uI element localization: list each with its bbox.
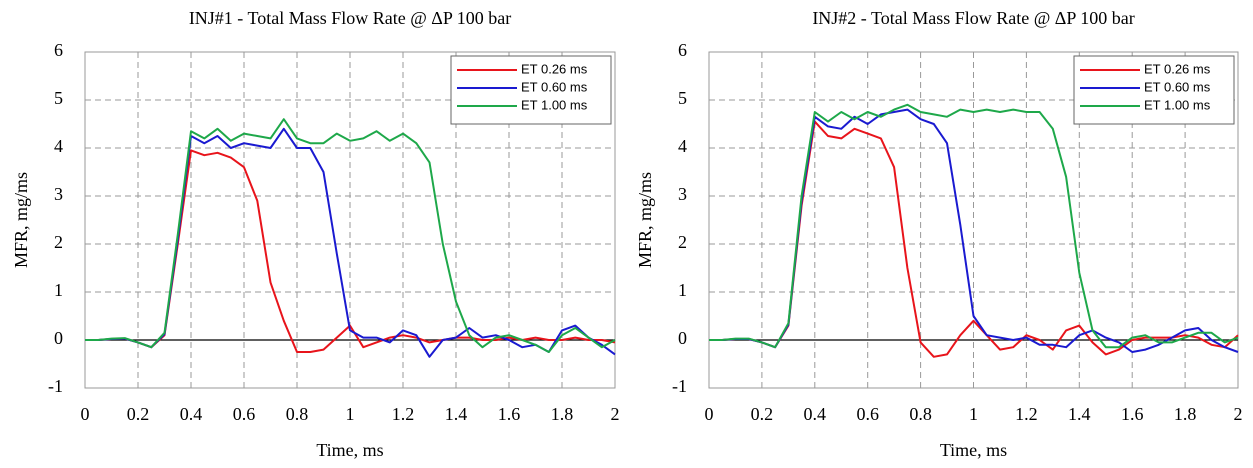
x-tick-label: 1.4 [445, 404, 468, 424]
x-tick-label: 0.2 [751, 404, 774, 424]
legend-box [1073, 55, 1235, 125]
chart: INJ#2 - Total Mass Flow Rate @ ΔP 100 ba… [635, 8, 1242, 460]
x-axis-label: Time, ms [940, 440, 1007, 460]
x-tick-label: 0.4 [804, 404, 827, 424]
legend-box [450, 55, 612, 125]
x-tick-label: 0.6 [856, 404, 879, 424]
legend-label: ET 0.60 ms [1144, 79, 1211, 94]
y-tick-label: 6 [54, 40, 63, 60]
y-tick-label: 0 [678, 328, 687, 348]
legend-label: ET 0.60 ms [521, 79, 588, 94]
x-tick-label: 0.6 [233, 404, 256, 424]
x-tick-label: 1 [346, 404, 355, 424]
x-tick-label: 1.8 [1174, 404, 1197, 424]
x-tick-label: 2 [611, 404, 620, 424]
y-tick-label: 3 [54, 184, 63, 204]
y-axis-label: MFR, mg/ms [11, 172, 31, 268]
y-tick-label: 0 [54, 328, 63, 348]
y-tick-label: 3 [678, 184, 687, 204]
legend-label: ET 0.26 ms [1144, 61, 1211, 76]
legend-label: ET 0.26 ms [521, 61, 588, 76]
y-tick-label: 1 [54, 280, 63, 300]
y-tick-label: -1 [48, 376, 63, 396]
chart-title: INJ#2 - Total Mass Flow Rate @ ΔP 100 ba… [812, 8, 1134, 28]
series-line [85, 118, 616, 353]
x-tick-label: 1.2 [1015, 404, 1038, 424]
legend-label: ET 1.00 ms [521, 97, 588, 112]
y-tick-label: 4 [54, 136, 63, 156]
x-tick-label: 0.8 [286, 404, 309, 424]
y-tick-label: 2 [54, 232, 63, 252]
y-axis-label: MFR, mg/ms [635, 172, 655, 268]
x-tick-label: 1.8 [551, 404, 574, 424]
y-tick-label: 6 [678, 40, 687, 60]
x-tick-label: 1.2 [392, 404, 415, 424]
legend-label: ET 1.00 ms [1144, 97, 1211, 112]
series-line [85, 149, 616, 353]
chart: INJ#1 - Total Mass Flow Rate @ ΔP 100 ba… [11, 8, 619, 460]
x-tick-label: 2 [1234, 404, 1243, 424]
y-tick-label: 5 [54, 88, 63, 108]
y-tick-label: 4 [678, 136, 687, 156]
y-tick-label: 2 [678, 232, 687, 252]
chart-title: INJ#1 - Total Mass Flow Rate @ ΔP 100 ba… [189, 8, 511, 28]
x-tick-label: 1.6 [498, 404, 521, 424]
series-line [709, 103, 1239, 349]
x-tick-label: 1.4 [1068, 404, 1091, 424]
x-tick-label: 0.8 [909, 404, 932, 424]
x-tick-label: 0.4 [180, 404, 203, 424]
x-tick-label: 1.6 [1121, 404, 1144, 424]
x-tick-label: 0 [705, 404, 714, 424]
x-tick-label: 1 [969, 404, 978, 424]
y-tick-label: 1 [678, 280, 687, 300]
x-axis-label: Time, ms [316, 440, 383, 460]
y-tick-label: -1 [672, 376, 687, 396]
x-tick-label: 0 [81, 404, 90, 424]
x-tick-label: 0.2 [127, 404, 150, 424]
y-tick-label: 5 [678, 88, 687, 108]
